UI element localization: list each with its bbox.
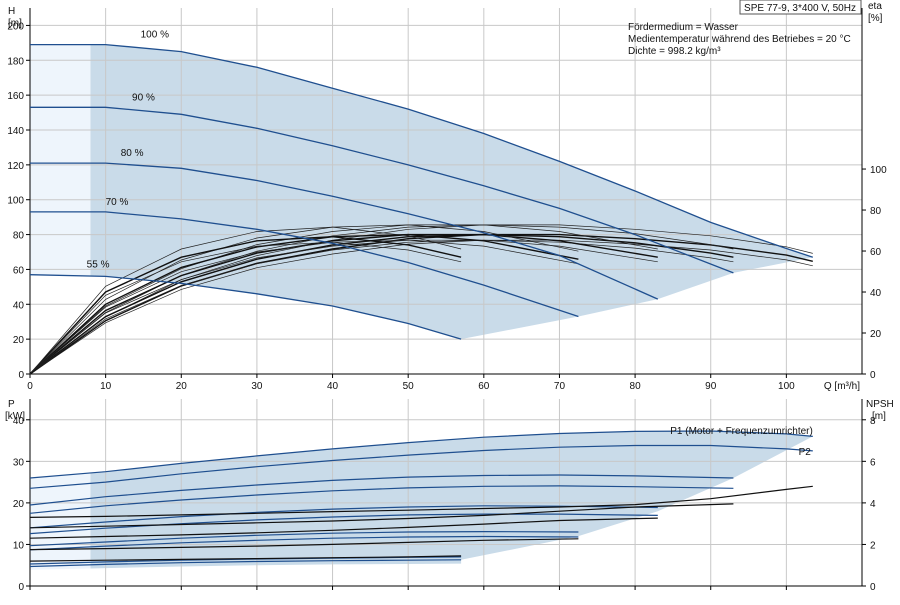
y-tick-label-npsh: 8 [870, 416, 876, 427]
x-tick-label: 70 [554, 381, 566, 392]
npsh-curve [29, 555, 462, 562]
y-axis-label-head: H [8, 6, 15, 17]
y-tick-label-eta: 0 [870, 370, 876, 381]
y-tick-label-head: 0 [18, 370, 24, 381]
speed-label: 70 % [106, 197, 129, 208]
npsh-curve [29, 538, 579, 551]
y-tick-label-head: 20 [13, 335, 25, 346]
p1-series-label: P1 (Motor + Frequenzumrichter) [670, 426, 813, 437]
efficiency-curve-thin [29, 239, 579, 375]
y-tick-label-eta: 100 [870, 165, 887, 176]
x-tick-label: 0 [27, 381, 33, 392]
y-tick-label-head: 100 [7, 196, 24, 207]
x-tick-label: 50 [403, 381, 415, 392]
y-tick-label-power: 0 [18, 582, 24, 593]
y-axis-unit-eta: [%] [868, 13, 883, 24]
y-tick-label-head: 60 [13, 265, 25, 276]
low-flow-band-power [30, 472, 91, 570]
efficiency-curve-thin [29, 241, 462, 375]
head-curve-80pct [30, 162, 659, 300]
x-tick-label: 40 [327, 381, 339, 392]
npsh-curve [29, 503, 734, 529]
title-box [739, 0, 862, 15]
y-tick-label-eta: 40 [870, 288, 882, 299]
efficiency-curve-thin [29, 224, 813, 375]
head-curve-70pct [30, 211, 579, 318]
y-axis-unit-head: [m] [8, 18, 22, 29]
chart-title: SPE 77-9, 3*400 V, 50Hz [744, 3, 856, 14]
power-curve [29, 559, 462, 568]
p2-series-label: P2 [799, 447, 812, 458]
efficiency-curve-thin [29, 239, 734, 375]
y-tick-label-eta: 80 [870, 206, 882, 217]
power-curve [29, 505, 658, 529]
efficiency-curve [29, 233, 813, 375]
power-curve [29, 535, 579, 551]
efficiency-curve [29, 233, 734, 375]
y-tick-label-head: 80 [13, 231, 25, 242]
x-tick-label: 30 [251, 381, 263, 392]
efficiency-curve [29, 233, 658, 375]
medium-info-line: Dichte = 998.2 kg/m³ [628, 46, 721, 57]
y-tick-label-eta: 20 [870, 329, 882, 340]
x-tick-label: 90 [705, 381, 717, 392]
y-tick-label-head: 140 [7, 126, 24, 137]
operating-range-band-head [90, 44, 813, 340]
x-tick-label: 80 [630, 381, 642, 392]
npsh-curve [29, 517, 658, 539]
y-tick-label-power: 30 [13, 457, 25, 468]
power-curve [29, 485, 734, 514]
efficiency-curve-thin [29, 224, 658, 375]
speed-label: 100 % [141, 30, 169, 41]
x-axis-label: Q [m³/h] [824, 381, 860, 392]
y-tick-label-npsh: 4 [870, 499, 876, 510]
speed-label: 55 % [87, 260, 110, 271]
x-tick-label: 60 [478, 381, 490, 392]
power-curve [29, 530, 579, 547]
efficiency-curve [29, 235, 462, 375]
head-curve-100pct [30, 43, 814, 258]
y-axis-label-npsh: NPSH [866, 399, 894, 410]
y-axis-label-power: P [8, 399, 15, 410]
y-tick-label-head: 180 [7, 56, 24, 67]
y-tick-label-npsh: 6 [870, 457, 876, 468]
power-curve [29, 513, 658, 535]
y-axis-unit-npsh: [m] [872, 411, 886, 422]
low-flow-band-head [30, 44, 91, 276]
speed-label: 80 % [121, 148, 144, 159]
x-tick-label: 20 [176, 381, 188, 392]
power-curve [29, 474, 734, 506]
efficiency-curve-thin [29, 239, 813, 375]
y-tick-label-head: 120 [7, 161, 24, 172]
head-curve-55pct [29, 274, 462, 340]
efficiency-curve [29, 233, 579, 375]
power-curve [29, 444, 813, 489]
efficiency-curve-thin [29, 224, 579, 375]
efficiency-curve-thin [29, 226, 462, 375]
y-tick-label-head: 200 [7, 21, 24, 32]
y-tick-label-eta: 60 [870, 247, 882, 258]
y-tick-label-power: 20 [13, 499, 25, 510]
y-tick-label-head: 160 [7, 91, 24, 102]
power-curve [29, 430, 813, 479]
y-tick-label-power: 40 [13, 416, 25, 427]
y-tick-label-head: 40 [13, 300, 25, 311]
medium-info-line: Fördermedium = Wasser [628, 22, 739, 33]
y-tick-label-npsh: 0 [870, 582, 876, 593]
y-axis-unit-power: [kW] [5, 411, 25, 422]
head-curve-90pct [30, 106, 734, 274]
medium-info-line: Medientemperatur während des Betriebes =… [628, 34, 851, 45]
npsh-curve [29, 485, 813, 518]
x-tick-label: 10 [100, 381, 112, 392]
y-tick-label-power: 10 [13, 540, 25, 551]
y-axis-label-eta: eta [868, 1, 882, 12]
speed-label: 90 % [132, 92, 155, 103]
y-tick-label-npsh: 2 [870, 540, 876, 551]
x-tick-label: 100 [778, 381, 795, 392]
efficiency-curve-thin [29, 239, 658, 375]
